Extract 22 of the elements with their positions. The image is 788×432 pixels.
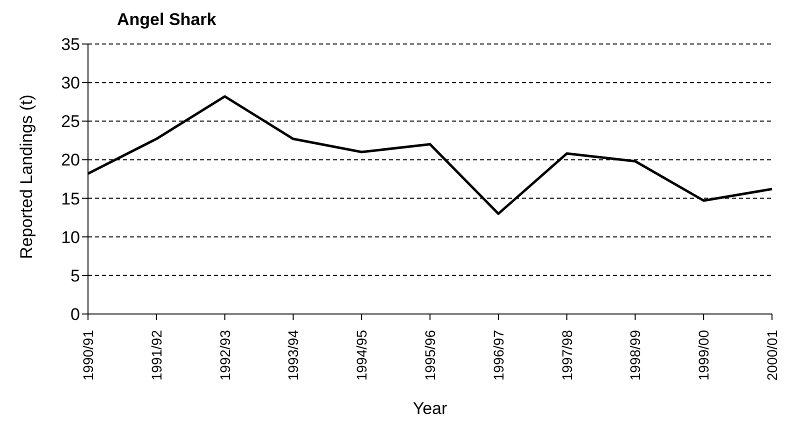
- x-tick-label: 1998/99: [627, 330, 644, 381]
- y-tick-label: 30: [61, 74, 80, 93]
- x-tick-label: 1992/93: [216, 330, 233, 381]
- y-tick-label: 5: [70, 266, 80, 286]
- y-axis-title: Reported Landings (t): [17, 94, 36, 259]
- x-tick-label: 1994/95: [354, 330, 370, 381]
- x-tick-label: 1993/94: [285, 330, 302, 381]
- x-tick-label: 2000/01: [764, 330, 780, 381]
- x-axis-title: Year: [412, 399, 448, 418]
- x-tick-label: 1990/91: [80, 330, 96, 381]
- x-tick-label: 1996/97: [490, 330, 506, 381]
- y-tick-label: 10: [61, 228, 80, 247]
- y-tick-label: 0: [70, 305, 80, 324]
- y-tick-label: 20: [61, 150, 80, 170]
- x-tick-label: 1997/98: [558, 330, 575, 381]
- x-tick-label: 1995/96: [422, 330, 438, 381]
- y-tick-label: 15: [61, 189, 80, 208]
- y-tick-label: 25: [61, 112, 80, 132]
- y-tick-label: 35: [61, 35, 80, 54]
- chart-title: Angel Shark: [117, 10, 216, 30]
- x-tick-label: 1999/00: [696, 330, 712, 381]
- x-tick-label: 1991/92: [148, 330, 164, 381]
